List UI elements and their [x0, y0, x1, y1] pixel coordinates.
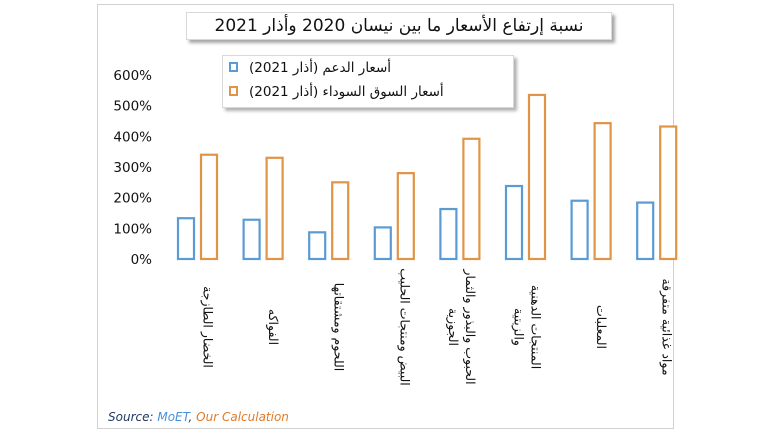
y-tick-label: 600% — [113, 68, 152, 84]
legend: أسعار الدعم (أذار 2021) أسعار السوق السو… — [222, 55, 514, 108]
bar-black-market-1 — [265, 156, 284, 261]
y-tick-label: 300% — [113, 160, 152, 176]
legend-label-black-market: أسعار السوق السوداء (أذار 2021) — [249, 84, 444, 100]
category-label: المنتجات الدهنية والزيتية — [511, 284, 544, 370]
legend-label-subsidized: أسعار الدعم (أذار 2021) — [249, 60, 392, 76]
bars — [176, 93, 678, 261]
legend-swatch-subsidized — [229, 62, 238, 72]
bar-subsidized-7 — [636, 201, 655, 261]
category-label: مواد غذائية متفرقة — [659, 278, 675, 376]
y-tick-label: 500% — [113, 99, 152, 115]
source-sep: , — [188, 410, 197, 424]
bar-subsidized-1 — [242, 218, 261, 261]
category-label: الخضار الطازجة — [200, 286, 216, 368]
source-note: Source: MoET, Our Calculation — [108, 410, 289, 424]
bar-black-market-7 — [659, 125, 678, 261]
bar-subsidized-0 — [176, 217, 196, 261]
y-axis-ticks: 0% 100% 200% 300% 400% 500% 600% — [113, 68, 152, 268]
bar-black-market-6 — [593, 122, 612, 261]
bar-subsidized-4 — [439, 207, 458, 261]
bar-subsidized-2 — [308, 231, 327, 261]
y-tick-label: 200% — [113, 191, 152, 207]
y-tick-label: 100% — [113, 221, 152, 237]
bar-subsidized-6 — [570, 199, 589, 261]
bar-black-market-2 — [331, 181, 350, 261]
source-calc: Our Calculation — [196, 410, 289, 424]
y-tick-label: 0% — [131, 252, 153, 268]
legend-swatch-black-market — [229, 86, 238, 96]
source-moet: MoET — [157, 410, 189, 424]
bar-black-market-5 — [527, 93, 547, 261]
chart-title: نسبة إرتفاع الأسعار ما بين نيسان 2020 وأ… — [214, 16, 584, 36]
bar-subsidized-5 — [504, 184, 524, 261]
category-label: البيض ومنتجات الحليب — [397, 268, 413, 386]
bar-black-market-0 — [199, 153, 219, 261]
category-label: الفواكه — [266, 308, 282, 346]
bar-subsidized-3 — [373, 226, 392, 261]
legend-item-black-market: أسعار السوق السوداء (أذار 2021) — [249, 82, 444, 102]
category-label: الحبوب والبذور والثمار الجوزية — [445, 269, 478, 385]
bar-black-market-4 — [462, 137, 481, 261]
category-label: المعلبات — [594, 304, 610, 350]
bar-black-market-3 — [396, 172, 415, 261]
legend-item-subsidized: أسعار الدعم (أذار 2021) — [249, 58, 391, 78]
category-label: اللحوم ومشتقاتها — [331, 282, 347, 372]
source-prefix: Source: — [108, 410, 158, 424]
chart-title-box: نسبة إرتفاع الأسعار ما بين نيسان 2020 وأ… — [186, 12, 612, 40]
y-tick-label: 400% — [113, 129, 152, 145]
